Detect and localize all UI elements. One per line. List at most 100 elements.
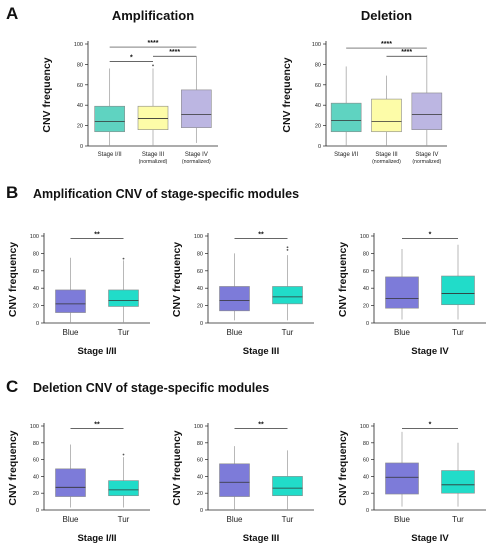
y-tick-label: 80 (33, 441, 39, 447)
box-outlier (122, 453, 125, 456)
box-iqr (108, 289, 139, 307)
panel-a-letter: A (6, 4, 19, 23)
y-tick-label: 100 (74, 42, 83, 48)
y-tick-label: 40 (33, 474, 39, 480)
y-tick-label: 60 (77, 83, 83, 89)
x-tick-label: Blue (226, 328, 243, 337)
y-axis-label: CNV frequency (7, 242, 19, 317)
y-tick-label: 20 (197, 304, 203, 310)
box-iqr (272, 476, 303, 497)
y-tick-label: 80 (197, 251, 203, 257)
box-iqr (385, 276, 419, 309)
y-tick-label: 60 (197, 269, 203, 275)
x-tick-label: Tur (452, 515, 464, 524)
x-tick-label: (normalized) (139, 159, 168, 165)
significance-label: **** (381, 41, 392, 48)
y-tick-label: 20 (363, 304, 369, 310)
x-tick-label: Blue (226, 515, 243, 524)
box-outlier (122, 257, 125, 260)
significance-label: **** (148, 40, 159, 47)
x-axis-label: Stage IV (411, 533, 449, 544)
y-tick-label: 40 (33, 286, 39, 292)
box-iqr (371, 98, 402, 133)
y-tick-label: 0 (200, 321, 203, 327)
box-iqr (137, 105, 169, 130)
x-axis-label: Stage III (243, 533, 279, 544)
box-iqr (94, 105, 125, 133)
box-iqr (441, 275, 475, 306)
x-tick-label: Tur (118, 515, 130, 524)
y-tick-label: 80 (363, 441, 369, 447)
panel-b-letter: B (6, 183, 19, 202)
y-tick-label: 40 (363, 474, 369, 480)
significance-label: * (429, 422, 432, 429)
y-tick-label: 80 (315, 62, 321, 68)
box-iqr (108, 480, 139, 497)
x-axis-label: Stage IV (411, 346, 449, 357)
x-tick-label: Blue (62, 328, 79, 337)
y-tick-label: 20 (33, 304, 39, 310)
x-tick-label: Tur (452, 328, 464, 337)
significance-label: ** (94, 422, 100, 429)
x-tick-label: (normalized) (182, 159, 211, 165)
y-tick-label: 80 (77, 62, 83, 68)
y-tick-label: 40 (197, 474, 203, 480)
x-tick-label: (normalized) (372, 159, 401, 165)
y-tick-label: 20 (363, 491, 369, 497)
x-tick-label: Stage IV (415, 152, 438, 158)
y-tick-label: 100 (30, 424, 39, 430)
y-tick-label: 0 (366, 321, 369, 327)
y-axis-label: CNV frequency (41, 57, 53, 132)
y-axis-label: CNV frequency (171, 242, 183, 317)
y-tick-label: 0 (36, 321, 39, 327)
box-outlier (286, 249, 289, 251)
y-axis-label: CNV frequency (171, 430, 183, 505)
x-tick-label: Blue (394, 515, 411, 524)
x-tick-label: Stage I/II (334, 152, 358, 158)
y-axis-label: CNV frequency (337, 242, 349, 317)
y-tick-label: 60 (315, 83, 321, 89)
y-tick-label: 0 (366, 508, 369, 514)
box-iqr (55, 289, 86, 313)
chart-title: Deletion (361, 8, 412, 23)
y-tick-label: 40 (197, 286, 203, 292)
y-tick-label: 100 (194, 234, 203, 240)
significance-label: * (130, 54, 133, 61)
panel-b-title: Amplification CNV of stage-specific modu… (33, 187, 300, 201)
y-tick-label: 100 (194, 424, 203, 430)
y-tick-label: 40 (77, 103, 83, 109)
x-axis-label: Stage I/II (77, 346, 116, 357)
panel-c-title: Deletion CNV of stage-specific modules (33, 381, 270, 395)
significance-label: **** (169, 49, 180, 56)
x-tick-label: Tur (282, 515, 294, 524)
x-tick-label: Stage III (142, 152, 165, 158)
y-tick-label: 60 (33, 269, 39, 275)
x-tick-label: Blue (394, 328, 411, 337)
box-iqr (441, 470, 475, 494)
y-tick-label: 60 (363, 458, 369, 464)
box-outlier (286, 246, 289, 249)
panel-c-letter: C (6, 377, 19, 396)
x-tick-label: Tur (118, 328, 130, 337)
y-tick-label: 60 (33, 458, 39, 464)
x-tick-label: Stage IV (185, 152, 208, 158)
box-iqr (219, 463, 250, 497)
x-tick-label: Stage I/II (98, 152, 122, 158)
y-tick-label: 60 (197, 458, 203, 464)
y-tick-label: 20 (77, 124, 83, 130)
significance-label: ** (258, 232, 264, 239)
y-tick-label: 0 (80, 144, 83, 150)
box-iqr (272, 286, 303, 305)
y-tick-label: 80 (33, 251, 39, 257)
y-tick-label: 40 (315, 103, 321, 109)
y-tick-label: 60 (363, 269, 369, 275)
box-iqr (219, 286, 250, 312)
y-tick-label: 0 (318, 144, 321, 150)
significance-label: * (429, 232, 432, 239)
y-tick-label: 20 (33, 491, 39, 497)
y-tick-label: 40 (363, 286, 369, 292)
y-tick-label: 80 (197, 441, 203, 447)
x-tick-label: Stage III (375, 152, 398, 158)
box-iqr (411, 92, 443, 130)
